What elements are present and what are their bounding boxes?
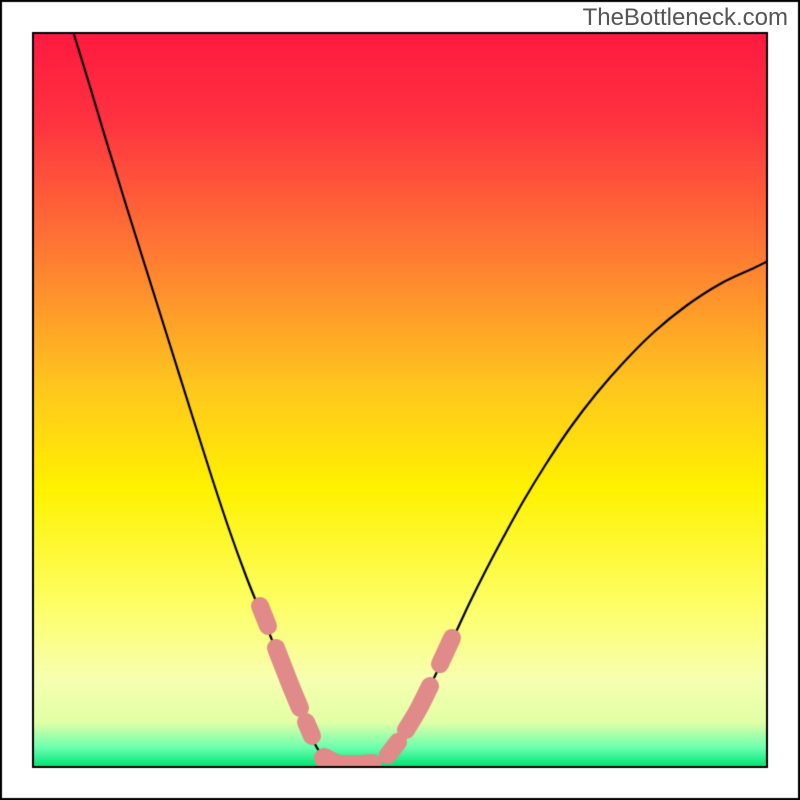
- bottleneck-curve-chart: [0, 0, 800, 800]
- chart-container: TheBottleneck.com: [0, 0, 800, 800]
- watermark-text: TheBottleneck.com: [583, 4, 788, 32]
